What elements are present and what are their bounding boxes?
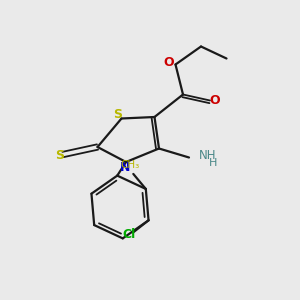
Text: O: O (209, 94, 220, 107)
Text: Cl: Cl (122, 228, 135, 241)
Text: N: N (120, 161, 130, 174)
Text: S: S (55, 149, 64, 162)
Text: CH₃: CH₃ (121, 160, 140, 170)
Text: NH: NH (199, 148, 216, 162)
Text: S: S (113, 108, 122, 122)
Text: H: H (208, 158, 217, 168)
Text: O: O (164, 56, 174, 69)
